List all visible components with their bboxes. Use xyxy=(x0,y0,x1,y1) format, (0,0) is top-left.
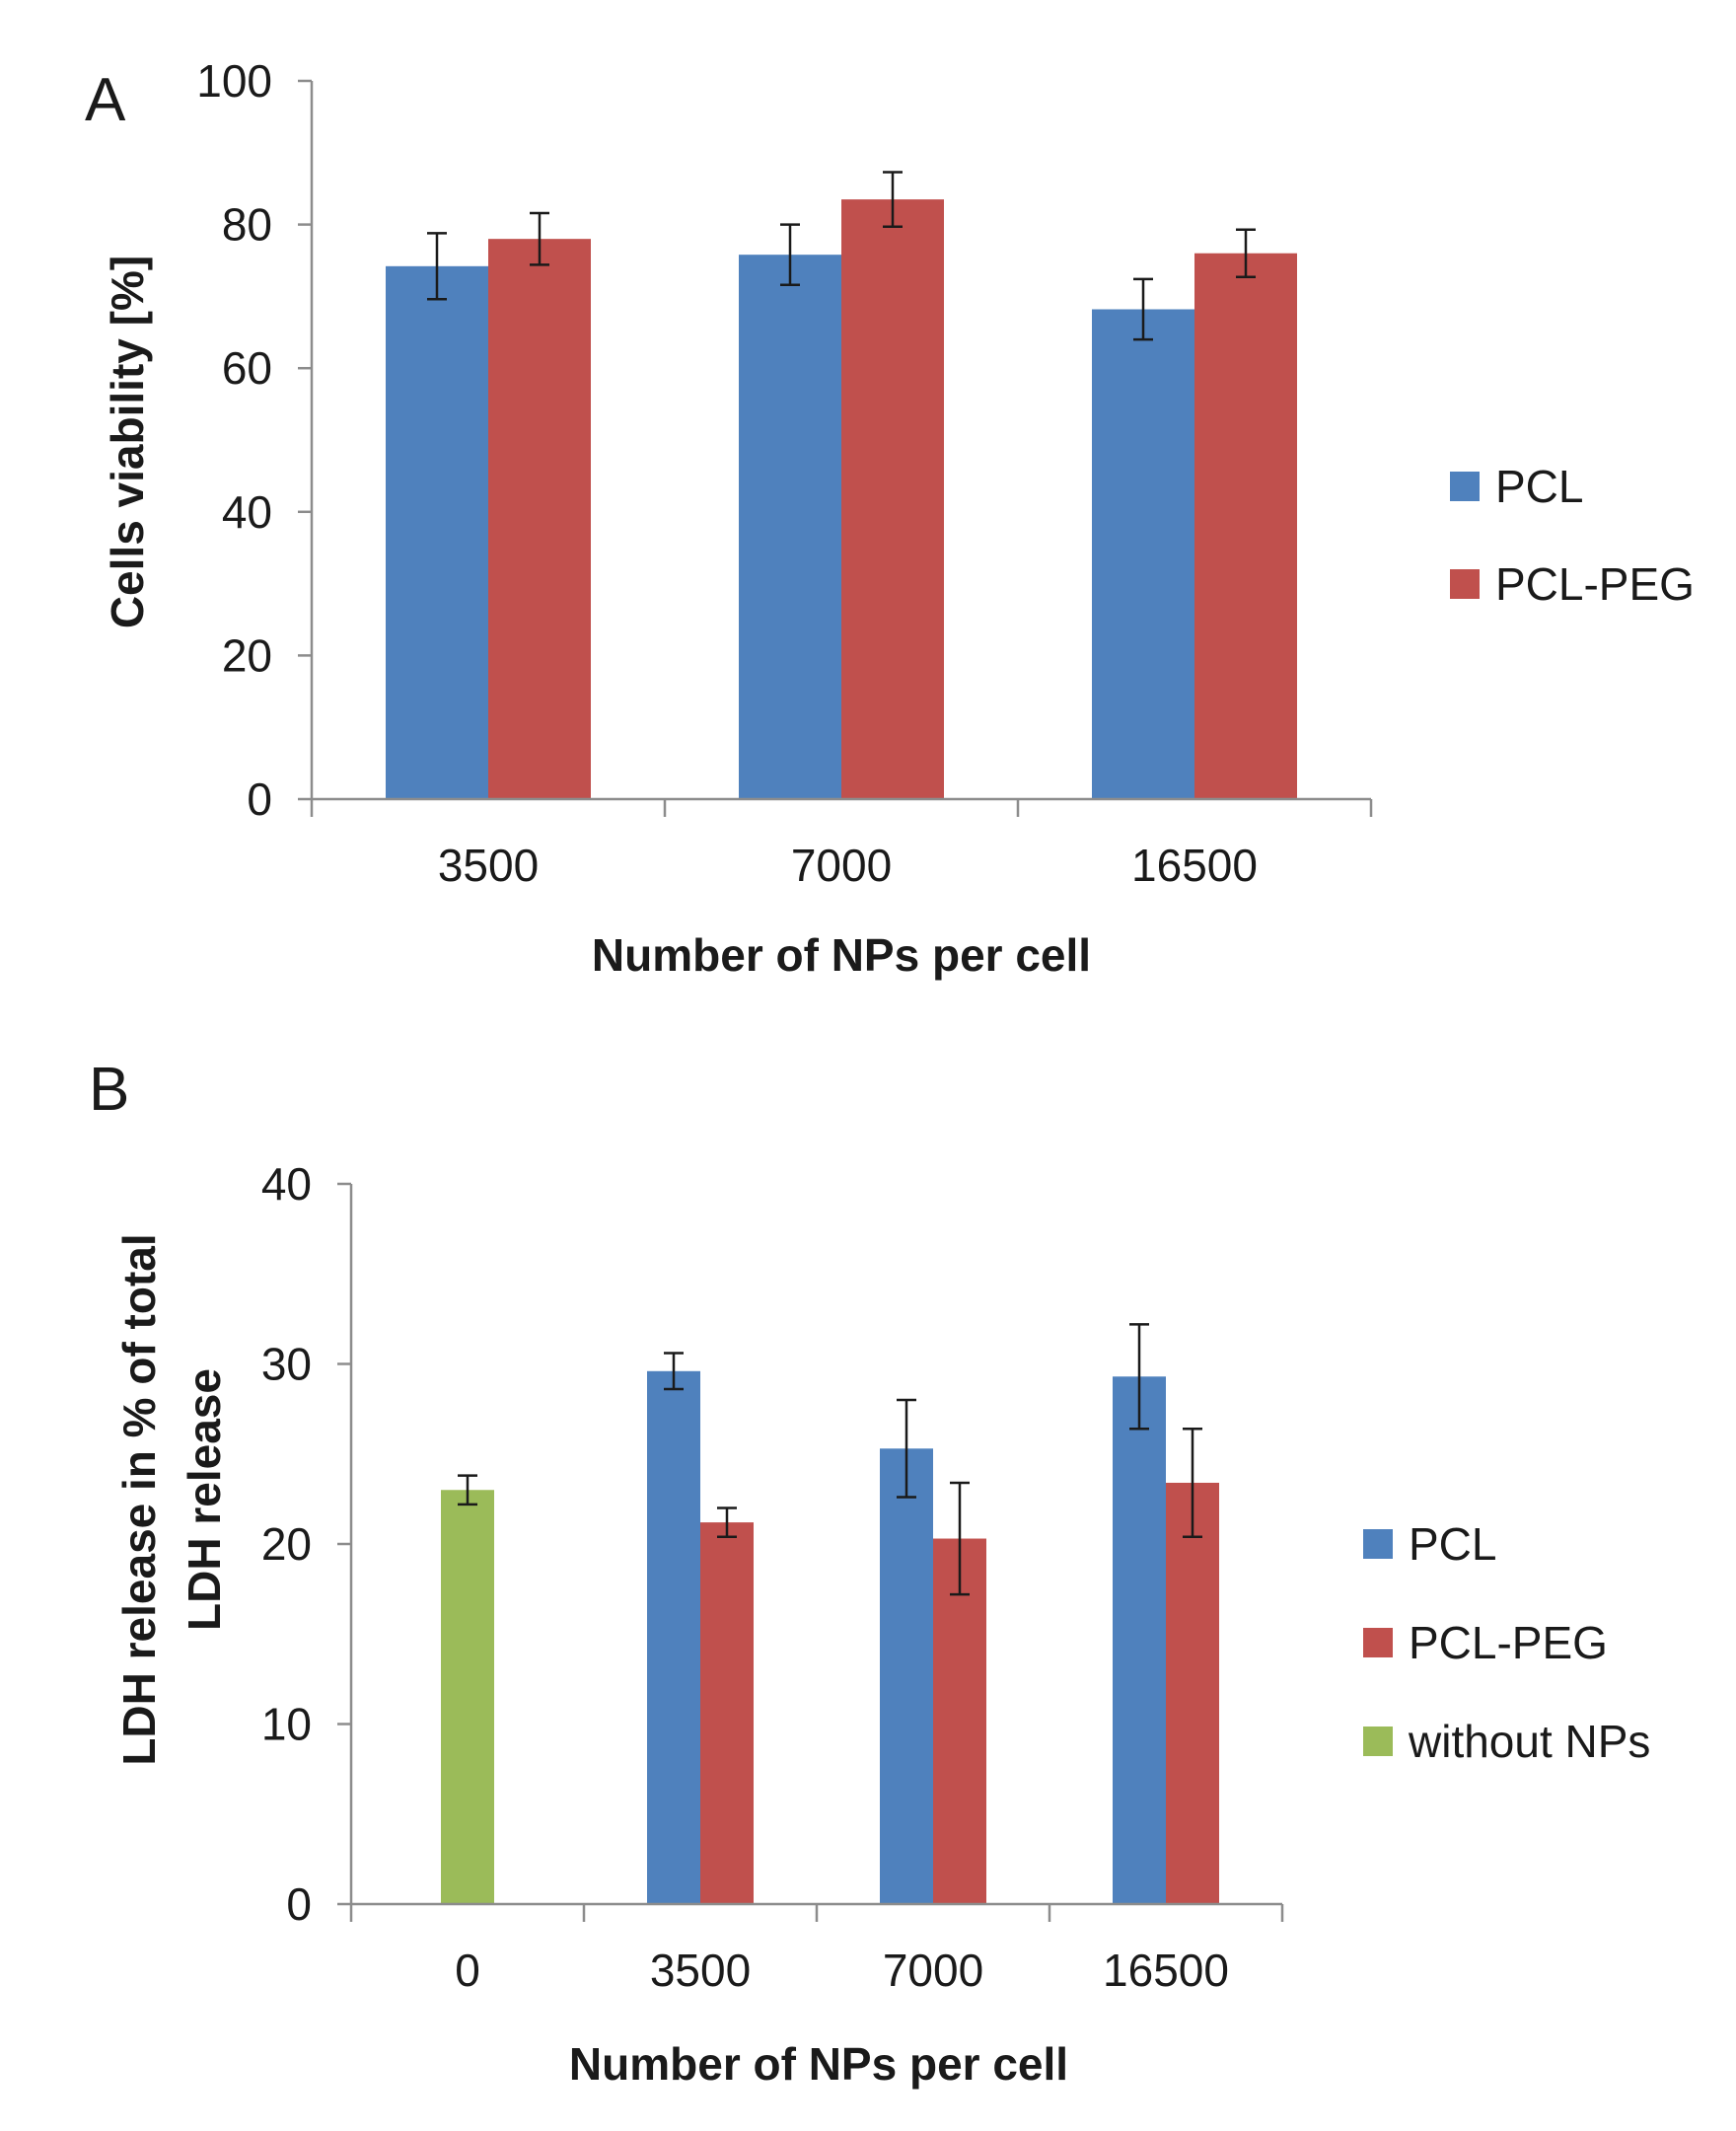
panel-a-bar-pcl-7000 xyxy=(739,255,841,799)
panel-b-y-axis-title-line-1: LDH release in % of total xyxy=(113,1233,165,1765)
panel-b-y-tick-label: 0 xyxy=(286,1878,312,1930)
panel-a-y-tick-label: 100 xyxy=(196,55,272,107)
panel-a-letter: A xyxy=(85,66,126,134)
panel-a-bar-pcl-16500 xyxy=(1092,309,1194,799)
panel-b-bar-pcl-16500 xyxy=(1113,1376,1166,1904)
panel-b-bar-pcl-3500 xyxy=(647,1370,700,1904)
panel-a-error-bars xyxy=(427,171,1256,341)
panel-a-x-tick-label: 16500 xyxy=(1131,840,1258,891)
panel-a-legend-label-pcl: PCL xyxy=(1495,461,1583,512)
panel-a-bar-pcl-peg-3500 xyxy=(488,239,591,799)
panel-a-bars xyxy=(386,199,1297,800)
panel-b-y-tick-label: 10 xyxy=(261,1699,312,1750)
panel-a-x-tick-label: 7000 xyxy=(791,840,892,891)
panel-a-y-ticks: 0 20 40 60 80 100 xyxy=(196,55,312,825)
panel-b-bar-without-nps-0 xyxy=(441,1490,494,1904)
panel-b-y-ticks: 0 10 20 30 40 xyxy=(261,1158,351,1930)
panel-b-x-tick-label: 16500 xyxy=(1103,1945,1229,1996)
panel-b-legend-label-without-nps: without NPs xyxy=(1408,1716,1650,1767)
panel-a-bar-pcl-peg-7000 xyxy=(841,199,944,799)
panel-a-y-tick-label: 60 xyxy=(222,342,272,394)
panel-b-bar-pcl-peg-16500 xyxy=(1166,1482,1219,1904)
panel-a-bar-pcl-peg-16500 xyxy=(1194,253,1297,800)
panel-b-bar-pcl-7000 xyxy=(880,1448,933,1904)
panel-b-bar-pcl-peg-7000 xyxy=(933,1538,986,1904)
panel-a-y-tick-label: 20 xyxy=(222,629,272,681)
panel-b-x-tick-label: 7000 xyxy=(883,1945,983,1996)
panel-b-x-ticks: 0 3500 7000 16500 xyxy=(349,1904,1284,1996)
panel-a-legend-swatch-pcl-peg xyxy=(1450,569,1480,599)
panel-b-legend: PCL PCL-PEG without NPs xyxy=(1363,1518,1650,1767)
panel-b-bars xyxy=(441,1370,1219,1904)
panel-b-x-tick-label: 3500 xyxy=(650,1945,751,1996)
panel-b-y-tick-label: 20 xyxy=(261,1518,312,1570)
panel-b-error-bars xyxy=(458,1323,1202,1596)
panel-b-letter: B xyxy=(89,1056,129,1124)
panel-a: A 0 20 40 60 80 100 3500 7000 16500 Cells viabi… xyxy=(85,55,1695,981)
panel-a-legend-label-pcl-peg: PCL-PEG xyxy=(1495,558,1695,610)
panel-a-y-tick-label: 40 xyxy=(222,486,272,538)
panel-a-bar-pcl-3500 xyxy=(386,265,488,800)
panel-b-x-axis-title: Number of NPs per cell xyxy=(569,2038,1068,2090)
panel-b-legend-swatch-pcl xyxy=(1363,1529,1393,1559)
panel-b-bar-pcl-peg-3500 xyxy=(700,1522,754,1904)
panel-b: B 0 10 20 30 40 0 3500 7000 16500 LDH release i… xyxy=(89,1056,1650,2090)
panel-a-legend-swatch-pcl xyxy=(1450,472,1480,501)
panel-a-legend: PCL PCL-PEG xyxy=(1450,461,1695,610)
panel-b-legend-swatch-without-nps xyxy=(1363,1727,1393,1756)
panel-a-y-tick-label: 0 xyxy=(247,773,272,825)
panel-b-y-tick-label: 30 xyxy=(261,1339,312,1390)
panel-a-x-tick-label: 3500 xyxy=(438,840,539,891)
panel-a-x-ticks: 3500 7000 16500 xyxy=(310,799,1373,891)
panel-b-legend-label-pcl: PCL xyxy=(1409,1518,1496,1570)
panel-b-x-tick-label: 0 xyxy=(455,1945,480,1996)
panel-a-y-axis-title: Cells viability [%] xyxy=(102,256,153,628)
panel-a-x-axis-title: Number of NPs per cell xyxy=(592,929,1091,981)
panel-a-y-tick-label: 80 xyxy=(222,199,272,251)
panel-b-y-tick-label: 40 xyxy=(261,1158,312,1210)
panel-b-legend-label-pcl-peg: PCL-PEG xyxy=(1409,1617,1608,1668)
panel-b-y-axis-title-line-2: LDH release xyxy=(179,1368,230,1631)
panel-b-legend-swatch-pcl-peg xyxy=(1363,1628,1393,1657)
